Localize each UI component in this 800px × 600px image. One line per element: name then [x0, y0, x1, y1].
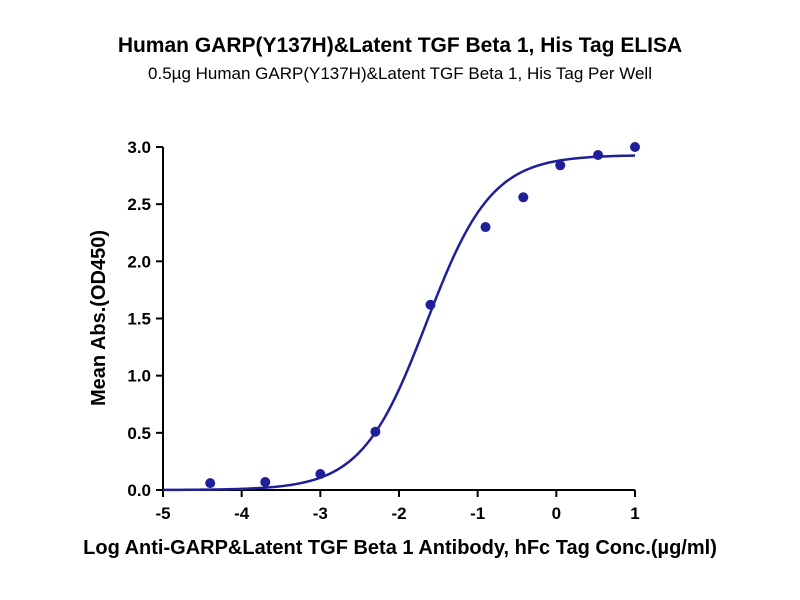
x-tick-label: -4 [234, 504, 250, 523]
data-point [480, 222, 491, 233]
data-point [205, 478, 216, 489]
data-point [425, 299, 436, 310]
data-points-layer [205, 142, 640, 489]
data-point [518, 192, 529, 203]
y-tick-label: 3.0 [127, 138, 151, 157]
x-tick-label: 0 [552, 504, 561, 523]
y-tick-label: 1.5 [127, 310, 151, 329]
y-tick-label: 0.5 [127, 424, 151, 443]
fit-curve-layer [162, 154, 636, 492]
chart-subtitle: 0.5µg Human GARP(Y137H)&Latent TGF Beta … [148, 64, 652, 83]
x-tick-label: -2 [391, 504, 406, 523]
x-axis-label: Log Anti-GARP&Latent TGF Beta 1 Antibody… [83, 537, 717, 559]
y-tick-label: 1.0 [127, 367, 151, 386]
fit-curve [162, 154, 636, 492]
chart-axes: -5 -4 -3 -2 -1 0 1 0.0 0.5 1.0 1.5 2.0 2.5 3.0 [127, 138, 639, 523]
data-point [315, 468, 326, 479]
y-tick-label: 0.0 [127, 481, 151, 500]
y-tick-label: 2.5 [127, 195, 151, 214]
x-tick-label: -1 [470, 504, 485, 523]
x-tick-label: -5 [155, 504, 170, 523]
x-tick-label: 1 [630, 504, 639, 523]
data-point [630, 142, 640, 152]
x-tick-label: -3 [313, 504, 328, 523]
chart-title: Human GARP(Y137H)&Latent TGF Beta 1, His… [117, 34, 683, 57]
y-tick-label: 2.0 [127, 252, 151, 271]
data-point [370, 426, 381, 437]
data-point [260, 476, 271, 487]
data-point [593, 150, 604, 161]
y-axis-label: Mean Abs.(OD450) [88, 230, 110, 406]
data-point [555, 160, 566, 171]
